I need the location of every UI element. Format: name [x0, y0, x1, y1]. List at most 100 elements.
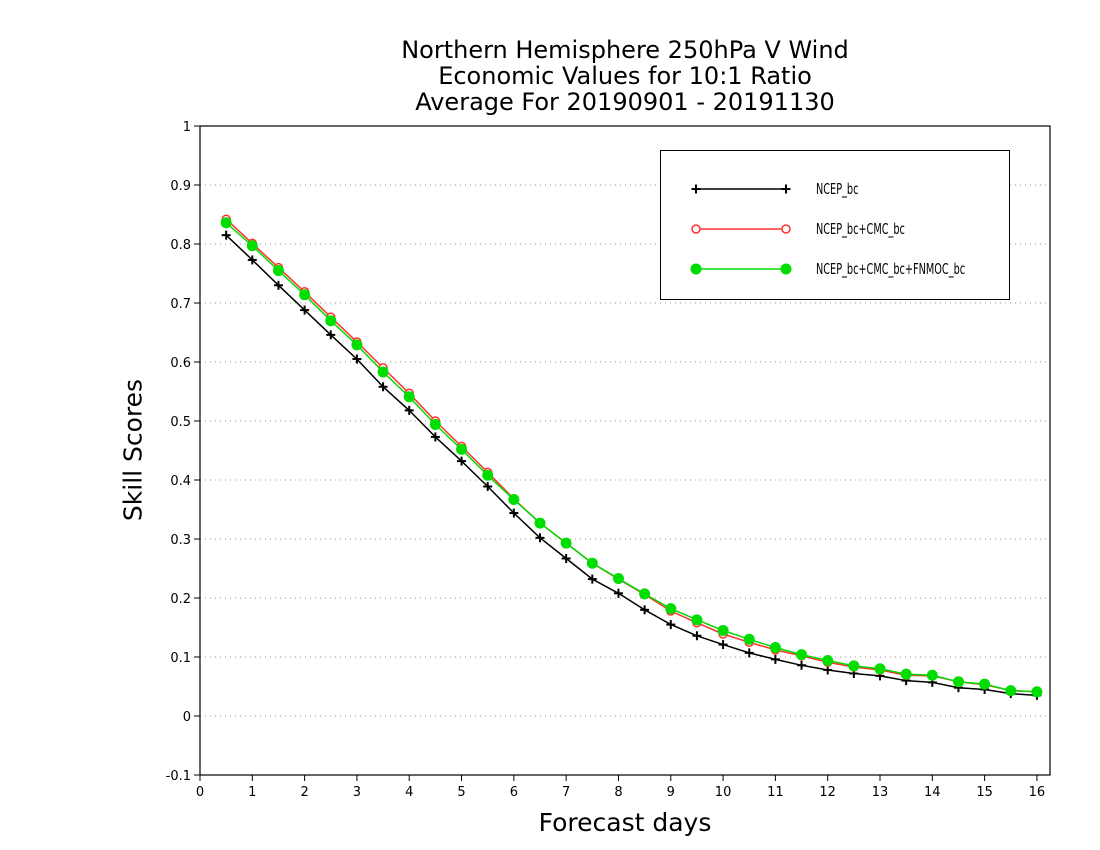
point-ncep-cmc-fnmoc-27	[926, 669, 938, 681]
chart-title-line-1: Northern Hemisphere 250hPa V Wind	[401, 36, 849, 64]
point-ncep-bc-14	[587, 574, 597, 584]
legend-marker-start-ncep-cmc-fnmoc	[690, 263, 702, 275]
legend-marker-end-ncep-cmc	[781, 224, 791, 234]
point-ncep-cmc-fnmoc-14	[586, 557, 598, 569]
y-tick-label-2: 0.1	[170, 651, 191, 666]
point-ncep-cmc-fnmoc-3	[299, 289, 311, 301]
point-ncep-cmc-fnmoc-31	[1031, 686, 1043, 698]
point-ncep-cmc-fnmoc-21	[769, 642, 781, 654]
point-ncep-bc-4	[326, 330, 336, 340]
point-ncep-cmc-fnmoc-19	[717, 624, 729, 636]
point-ncep-cmc-fnmoc-4	[325, 315, 337, 327]
legend-item-ncep-bc: NCEP_bc	[661, 179, 1011, 199]
point-ncep-cmc-fnmoc-25	[874, 663, 886, 675]
y-tick-label-6: 0.5	[170, 415, 191, 430]
point-ncep-bc-19	[718, 640, 728, 650]
legend-item-ncep-cmc-fnmoc: NCEP_bc+CMC_bc+FNMOC_bc	[661, 259, 1011, 279]
point-ncep-cmc-fnmoc-10	[482, 469, 494, 481]
point-ncep-cmc-fnmoc-18	[691, 614, 703, 626]
point-ncep-cmc-fnmoc-0	[220, 217, 232, 229]
point-ncep-cmc-fnmoc-22	[796, 649, 808, 661]
point-ncep-cmc-fnmoc-23	[822, 655, 834, 667]
legend-marker-end-ncep-cmc-fnmoc	[780, 263, 792, 275]
legend-item-ncep-cmc: NCEP_bc+CMC_bc	[661, 219, 1011, 239]
x-tick-label-12: 12	[819, 785, 836, 800]
point-ncep-bc-10	[483, 481, 493, 491]
y-tick-label-10: 0.9	[170, 179, 191, 194]
point-ncep-cmc-fnmoc-24	[848, 660, 860, 672]
point-ncep-bc-13	[561, 553, 571, 563]
point-ncep-bc-9	[457, 456, 467, 466]
point-ncep-bc-17	[666, 620, 676, 630]
point-ncep-cmc-fnmoc-13	[560, 537, 572, 549]
x-tick-label-0: 0	[196, 785, 204, 800]
point-ncep-bc-5	[352, 354, 362, 364]
legend-label-ncep-cmc: NCEP_bc+CMC_bc	[816, 220, 905, 238]
point-ncep-cmc-fnmoc-12	[534, 517, 546, 529]
point-ncep-cmc-fnmoc-2	[272, 265, 284, 277]
point-ncep-cmc-fnmoc-20	[743, 633, 755, 645]
legend-sample-ncep-cmc-fnmoc	[690, 263, 792, 275]
point-ncep-bc-18	[692, 631, 702, 641]
point-ncep-cmc-fnmoc-6	[377, 366, 389, 378]
legend-marker-start-ncep-bc	[691, 184, 701, 194]
x-tick-label-6: 6	[510, 785, 518, 800]
point-ncep-cmc-fnmoc-17	[665, 603, 677, 615]
point-ncep-bc-7	[404, 405, 414, 415]
plot-frame	[199, 125, 1051, 776]
x-tick-label-10: 10	[715, 785, 732, 800]
point-ncep-bc-2	[273, 280, 283, 290]
legend-label-ncep-cmc-fnmoc: NCEP_bc+CMC_bc+FNMOC_bc	[816, 260, 966, 278]
x-tick-label-15: 15	[976, 785, 993, 800]
x-tick-label-9: 9	[667, 785, 675, 800]
y-axis-label: Skill Scores	[118, 378, 148, 522]
point-ncep-cmc-fnmoc-9	[456, 443, 468, 455]
point-ncep-bc-1	[247, 255, 257, 265]
point-ncep-cmc-fnmoc-28	[952, 676, 964, 688]
point-ncep-bc-16	[640, 605, 650, 615]
legend-marker-end-ncep-bc	[781, 184, 791, 194]
y-tick-label-4: 0.3	[170, 533, 191, 548]
x-tick-label-14: 14	[924, 785, 941, 800]
x-axis-label: Forecast days	[538, 808, 712, 837]
x-tick-label-13: 13	[872, 785, 889, 800]
point-ncep-cmc-fnmoc-1	[246, 240, 258, 252]
point-ncep-cmc-fnmoc-29	[979, 678, 991, 690]
point-ncep-bc-21	[770, 654, 780, 664]
point-ncep-cmc-fnmoc-26	[900, 668, 912, 680]
x-tick-label-3: 3	[353, 785, 361, 800]
y-tick-label-9: 0.8	[170, 238, 191, 253]
series-line-ncep-bc	[225, 234, 1037, 697]
point-ncep-bc-8	[430, 432, 440, 442]
chart-title-line-3: Average For 20190901 - 20191130	[415, 88, 835, 116]
x-tick-label-16: 16	[1029, 785, 1046, 800]
x-tick-label-7: 7	[562, 785, 570, 800]
series-ncep-bc	[221, 230, 1042, 700]
x-tick-label-1: 1	[248, 785, 256, 800]
x-tick-label-5: 5	[457, 785, 465, 800]
point-ncep-cmc-fnmoc-5	[351, 339, 363, 351]
point-ncep-cmc-fnmoc-11	[508, 493, 520, 505]
point-ncep-bc-22	[797, 660, 807, 670]
point-ncep-bc-20	[744, 648, 754, 658]
y-tick-label-11: 1	[183, 120, 191, 135]
point-ncep-bc-0	[221, 230, 231, 240]
point-ncep-cmc-fnmoc-7	[403, 391, 415, 403]
legend-sample-ncep-cmc	[691, 224, 791, 234]
y-tick-label-1: 0	[183, 710, 191, 725]
point-ncep-cmc-fnmoc-15	[612, 573, 624, 585]
point-ncep-bc-11	[509, 508, 519, 518]
point-ncep-bc-3	[300, 305, 310, 315]
point-ncep-cmc-fnmoc-16	[639, 588, 651, 600]
point-ncep-bc-15	[613, 588, 623, 598]
x-tick-label-4: 4	[405, 785, 413, 800]
legend-label-ncep-bc: NCEP_bc	[816, 180, 859, 198]
x-tick-label-8: 8	[614, 785, 622, 800]
legend: NCEP_bc NCEP_bc+CMC_bc NCEP_bc+CMC_bc+FN…	[660, 150, 1010, 300]
legend-marker-start-ncep-cmc	[691, 224, 701, 234]
y-tick-label-3: 0.2	[170, 592, 191, 607]
point-ncep-bc-12	[535, 533, 545, 543]
series-ncep-cmc-fnmoc	[220, 217, 1043, 698]
y-tick-label-0: -0.1	[166, 769, 191, 784]
